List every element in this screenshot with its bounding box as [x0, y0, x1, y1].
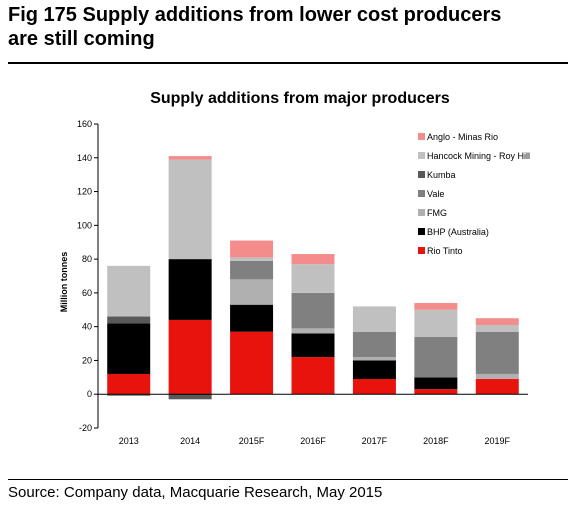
y-tick-label: -20	[79, 423, 92, 433]
bar-segment	[230, 257, 274, 261]
bar-segment	[107, 265, 151, 317]
y-tick-label: 120	[77, 187, 92, 197]
bar-segment	[230, 260, 274, 280]
legend-label: Rio Tinto	[427, 246, 463, 256]
bar-segment	[475, 373, 519, 380]
bar-segment	[107, 323, 151, 374]
x-tick-label: 2013	[119, 436, 139, 446]
bar-segment	[291, 264, 335, 293]
bar-segment	[230, 279, 274, 305]
legend-label: FMG	[427, 208, 447, 218]
x-tick-label: 2015F	[239, 436, 265, 446]
figure-title-line-1: Fig 175 Supply additions from lower cost…	[8, 4, 502, 26]
bar-segment	[414, 336, 458, 378]
x-tick-label: 2014	[180, 436, 200, 446]
y-axis-label: Million tonnes	[59, 252, 69, 313]
bar-segment	[230, 331, 274, 395]
bar-segment	[352, 306, 396, 332]
bar-segment	[230, 304, 274, 332]
bar-segment	[291, 292, 335, 329]
bar-segment	[107, 394, 151, 396]
bar-segment	[352, 379, 396, 395]
source-note: Source: Company data, Macquarie Research…	[8, 484, 383, 501]
figure-title: Fig 175 Supply additions from lower cost…	[8, 3, 568, 51]
bar-segment	[168, 156, 212, 160]
x-tick-label: 2019F	[485, 436, 511, 446]
bar-segment	[291, 328, 335, 334]
legend-label: BHP (Australia)	[427, 227, 489, 237]
legend-label: Kumba	[427, 170, 456, 180]
bar-segment	[230, 240, 274, 258]
legend-swatch	[418, 247, 425, 254]
legend-swatch	[418, 171, 425, 178]
bottom-rule	[8, 479, 568, 480]
legend-swatch	[418, 152, 425, 159]
x-tick-label: 2016F	[300, 436, 326, 446]
bar-segment	[352, 357, 396, 361]
y-tick-label: 80	[82, 254, 92, 264]
y-tick-label: 100	[77, 220, 92, 230]
bar-segment	[107, 373, 151, 395]
bar-segment	[475, 331, 519, 374]
legend: Anglo - Minas Rio Hancock Mining - Roy Hi…	[418, 132, 530, 256]
bar-segment	[475, 324, 519, 332]
bar-segment	[414, 389, 458, 395]
y-tick-label: 40	[82, 322, 92, 332]
y-tick-label: 160	[77, 119, 92, 129]
legend-label: Hancock Mining - Roy Hill	[427, 151, 530, 161]
legend-label: Vale	[427, 189, 444, 199]
legend-swatch	[418, 133, 425, 140]
x-tick-label: 2018F	[423, 436, 449, 446]
x-tick-label: 2017F	[362, 436, 388, 446]
bar-segment	[168, 319, 212, 395]
bar-segment	[414, 303, 458, 310]
y-tick-label: 140	[77, 153, 92, 163]
legend-swatch	[418, 209, 425, 216]
title-rule	[8, 62, 568, 64]
bar-segment	[352, 331, 396, 358]
legend-swatch	[418, 228, 425, 235]
bar-segment	[168, 394, 212, 400]
bar-segment	[414, 309, 458, 337]
bar-segment	[168, 259, 212, 320]
bar-segment	[291, 357, 335, 395]
bar-segment	[107, 316, 151, 324]
figure-title-line-2: are still coming	[8, 28, 155, 50]
y-tick-label: 20	[82, 355, 92, 365]
bars-layer	[107, 156, 519, 400]
bar-segment	[475, 318, 519, 325]
bar-segment	[168, 159, 212, 260]
bar-segment	[291, 333, 335, 358]
y-tick-label: 60	[82, 288, 92, 298]
y-tick-label: 0	[87, 389, 92, 399]
legend-label: Anglo - Minas Rio	[427, 132, 498, 142]
bar-segment	[291, 254, 335, 265]
bar-segment	[352, 360, 396, 380]
bar-segment	[414, 377, 458, 390]
stacked-bar-chart: Supply additions from major producers Mi…	[59, 90, 530, 446]
legend-swatch	[418, 190, 425, 197]
axes-layer: -20 0 20 40 60 80 100 120 140 160 2013 2014 2015F 201…	[77, 119, 528, 446]
chart-title: Supply additions from major producers	[150, 90, 450, 107]
bar-segment	[475, 379, 519, 395]
